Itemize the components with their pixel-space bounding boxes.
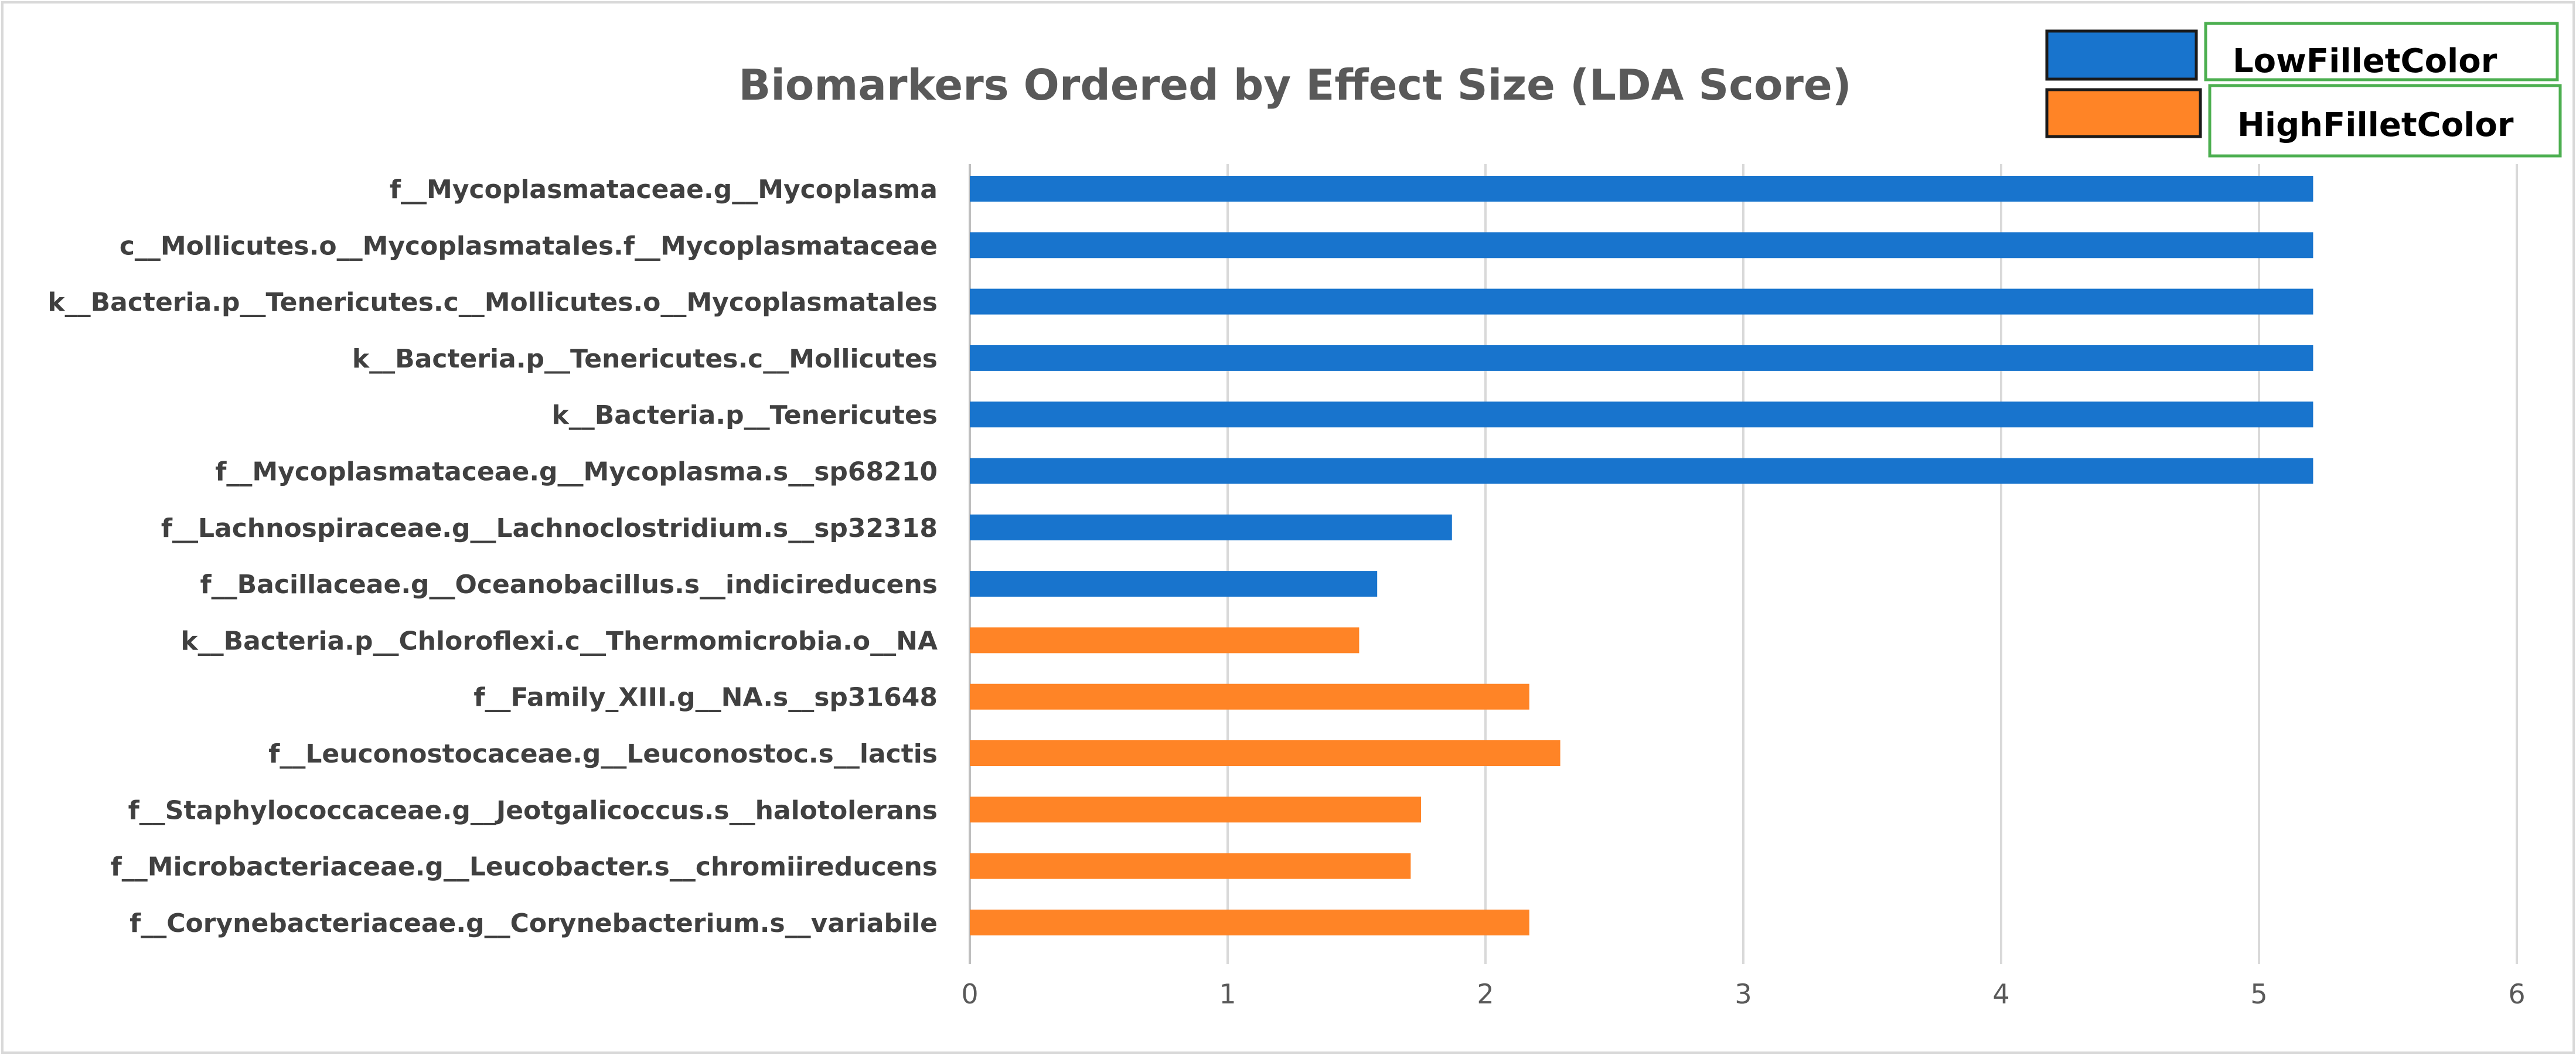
category-label: f__Mycoplasmataceae.g__Mycoplasma — [390, 175, 938, 205]
legend-label-box-high — [2208, 84, 2562, 158]
chart-title: Biomarkers Ordered by Effect Size (LDA S… — [738, 60, 1851, 110]
x-tick-label: 4 — [1992, 978, 2009, 1010]
bar — [970, 740, 1560, 766]
bars — [970, 176, 2313, 935]
legend-label-low: LowFilletColor — [2233, 42, 2497, 80]
bar — [970, 288, 2313, 315]
x-tick-label: 0 — [961, 978, 978, 1010]
bar — [970, 571, 1378, 597]
category-label: k__Bacteria.p__Chloroflexi.c__Thermomicr… — [180, 626, 938, 656]
category-label: c__Mollicutes.o__Mycoplasmatales.f__Myco… — [120, 231, 938, 261]
x-tick-label: 6 — [2508, 978, 2525, 1010]
x-tick-labels: 0 1 2 3 4 5 6 — [961, 978, 2525, 1010]
category-label: k__Bacteria.p__Tenericutes — [551, 400, 938, 430]
category-label: k__Bacteria.p__Tenericutes.c__Mollicutes — [352, 344, 938, 374]
bar — [970, 458, 2313, 484]
category-label: f__Corynebacteriaceae.g__Corynebacterium… — [130, 908, 938, 938]
bar — [970, 176, 2313, 202]
category-label: f__Staphylococcaceae.g__Jeotgalicoccus.s… — [128, 795, 938, 825]
x-tick-label: 1 — [1219, 978, 1236, 1010]
bar — [970, 797, 1421, 823]
bar — [970, 683, 1529, 710]
x-tick-label: 3 — [1735, 978, 1752, 1010]
bar — [970, 514, 1452, 540]
legend: LowFilletColor HighFilletColor — [2045, 22, 2562, 158]
bar — [970, 232, 2313, 258]
bar — [970, 853, 1411, 879]
bar — [970, 627, 1359, 654]
category-label: f__Bacillaceae.g__Oceanobacillus.s__indi… — [200, 570, 938, 600]
category-labels: f__Mycoplasmataceae.g__Mycoplasma c__Moll… — [47, 175, 938, 938]
legend-swatch-high — [2045, 88, 2202, 138]
bar — [970, 401, 2313, 428]
category-label: f__Family_XIII.g__NA.s__sp31648 — [473, 683, 938, 713]
legend-swatch-low — [2045, 29, 2198, 81]
category-label: f__Leuconostocaceae.g__Leuconostoc.s__la… — [268, 739, 938, 769]
bar — [970, 909, 1529, 935]
category-label: f__Mycoplasmataceae.g__Mycoplasma.s__sp6… — [215, 457, 938, 487]
bar — [970, 345, 2313, 371]
x-tick-label: 5 — [2250, 978, 2267, 1010]
legend-label-box-low — [2204, 22, 2559, 81]
x-tick-label: 2 — [1477, 978, 1494, 1010]
category-label: f__Microbacteriaceae.g__Leucobacter.s__c… — [111, 852, 938, 882]
category-label: f__Lachnospiraceae.g__Lachnoclostridium.… — [161, 513, 938, 543]
legend-label-high: HighFilletColor — [2237, 106, 2514, 144]
category-label: k__Bacteria.p__Tenericutes.c__Mollicutes… — [47, 288, 938, 318]
gridlines — [969, 164, 2518, 964]
